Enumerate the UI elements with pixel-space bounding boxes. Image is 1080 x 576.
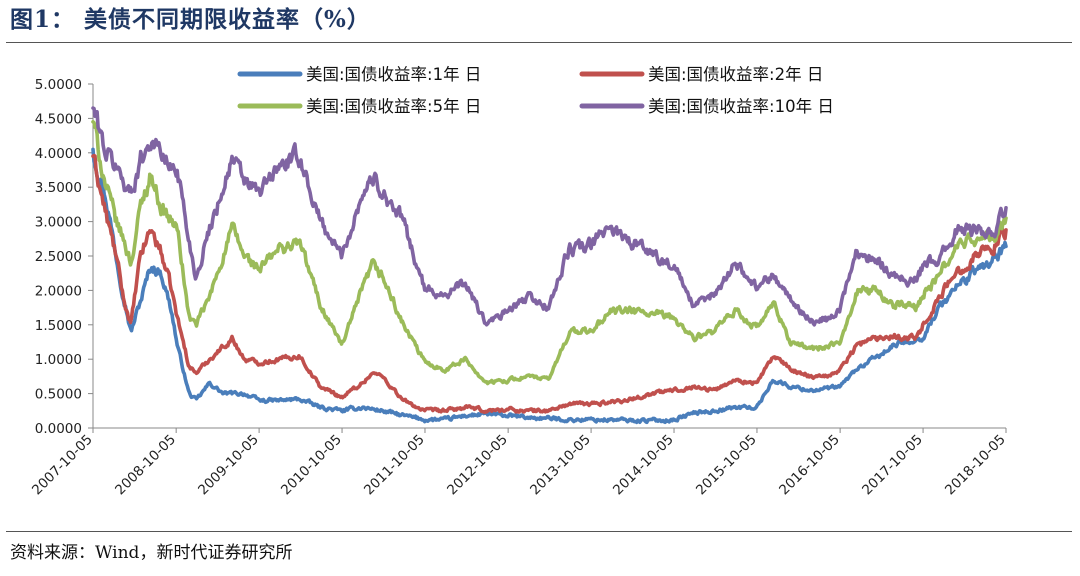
y-tick-label: 1.5000 — [35, 318, 82, 334]
legend-label: 美国:国债收益率:10年 日 — [648, 97, 834, 116]
series-line — [91, 153, 1008, 415]
figure-title: 图1： 美债不同期限收益率（%） — [10, 6, 371, 33]
x-tick-label: 2013-10-05 — [527, 432, 594, 499]
series-line — [91, 147, 1008, 425]
yield-line-chart: 0.0000 0.5000 1.0000 1.5000 2.0000 2.5000 3.00… — [29, 65, 1009, 499]
y-tick-label: 1.0000 — [35, 352, 82, 368]
chart-legend: 美国:国债收益率:1年 日 美国:国债收益率:2年 日美国:国债收益率:5年 日 美… — [237, 65, 834, 116]
y-tick-label: 4.0000 — [35, 146, 82, 162]
y-tick-label: 0.5000 — [35, 387, 82, 403]
source-note: 资料来源：Wind，新时代证券研究所 — [10, 543, 293, 563]
y-tick-label: 4.5000 — [35, 111, 82, 127]
x-tick-label: 2016-10-05 — [776, 432, 843, 499]
x-tick-label: 2008-10-05 — [112, 432, 179, 499]
x-tick-label: 2014-10-05 — [610, 432, 677, 499]
x-tick-label: 2018-10-05 — [942, 432, 1009, 499]
y-tick-label: 3.0000 — [35, 215, 82, 231]
x-tick-label: 2007-10-05 — [29, 432, 96, 499]
y-tick-label: 5.0000 — [35, 77, 82, 93]
legend-label: 美国:国债收益率:5年 日 — [306, 97, 481, 116]
x-tick-label: 2015-10-05 — [693, 432, 760, 499]
series-line — [91, 106, 1008, 327]
legend-label: 美国:国债收益率:1年 日 — [306, 65, 481, 84]
y-tick-label: 0.0000 — [35, 421, 82, 437]
y-tick-label: 2.5000 — [35, 249, 82, 265]
y-tick-label: 2.0000 — [35, 283, 82, 299]
y-tick-label: 3.5000 — [35, 180, 82, 196]
x-tick-label: 2012-10-05 — [444, 432, 511, 499]
x-tick-label: 2009-10-05 — [195, 432, 262, 499]
footer-divider — [6, 531, 1072, 532]
x-tick-label: 2017-10-05 — [859, 432, 926, 499]
x-tick-label: 2010-10-05 — [278, 432, 345, 499]
x-tick-label: 2011-10-05 — [361, 432, 428, 499]
legend-label: 美国:国债收益率:2年 日 — [648, 65, 823, 84]
title-divider — [6, 42, 1072, 43]
series-line — [91, 120, 1008, 386]
chart-series-lines — [91, 106, 1008, 425]
